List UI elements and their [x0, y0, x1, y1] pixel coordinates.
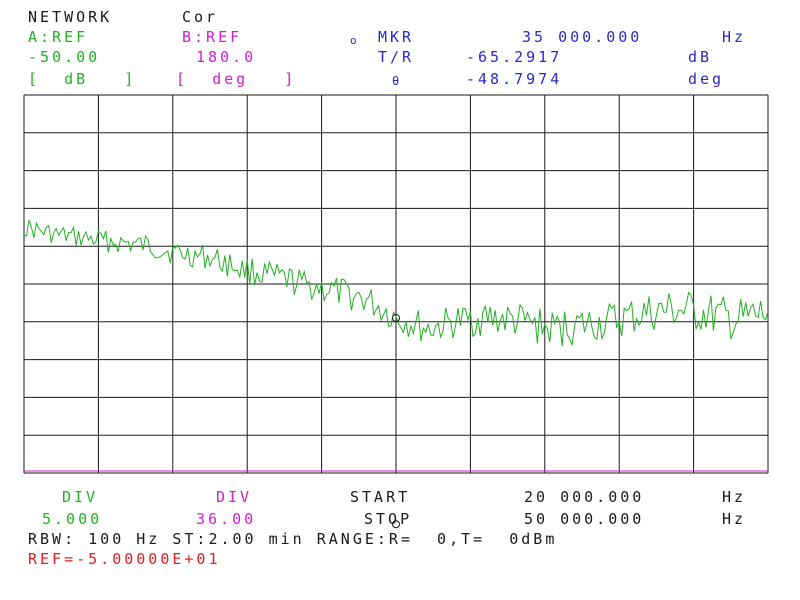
marker-label: MKR: [378, 28, 415, 46]
correction-label: Cor: [182, 8, 219, 26]
div-b-value: 36.00: [196, 510, 257, 528]
marker-b-icon: [392, 520, 400, 529]
div-a-label: DIV: [62, 488, 99, 506]
start-value: 20 000.000: [524, 488, 645, 506]
phase-symbol-icon: θ: [392, 74, 403, 88]
tr-unit: dB: [688, 48, 713, 66]
marker-frequency-unit: Hz: [722, 28, 747, 46]
marker-frequency: 35 000.000: [522, 28, 643, 46]
plot-grid: [23, 94, 769, 474]
start-unit: Hz: [722, 488, 747, 506]
phase-value: -48.7974: [466, 70, 563, 88]
phase-unit: deg: [688, 70, 725, 88]
marker-symbol-icon: o: [350, 34, 360, 47]
trace-a-unit: [ dB ]: [28, 70, 137, 88]
trace-b-unit: [ deg ]: [176, 70, 297, 88]
div-a-value: 5.000: [42, 510, 103, 528]
trace-a-line: [23, 220, 769, 347]
settings-line: RBW: 100 Hz ST:2.00 min RANGE:R= 0,T= 0d…: [28, 530, 558, 548]
stop-value: 50 000.000: [524, 510, 645, 528]
reference-line: REF=-5.00000E+01: [28, 550, 221, 568]
stop-unit: Hz: [722, 510, 747, 528]
tr-label: T/R: [378, 48, 415, 66]
trace-a-label: A:REF: [28, 28, 89, 46]
stop-label: STOP: [364, 510, 413, 528]
trace-b-ref-value: 180.0: [196, 48, 257, 66]
div-b-label: DIV: [216, 488, 253, 506]
trace-b-label: B:REF: [182, 28, 243, 46]
start-label: START: [350, 488, 411, 506]
trace-a-ref-value: -50.00: [28, 48, 101, 66]
mode-label: NETWORK: [28, 8, 113, 26]
marker-a-icon: [392, 314, 400, 323]
tr-value: -65.2917: [466, 48, 563, 66]
